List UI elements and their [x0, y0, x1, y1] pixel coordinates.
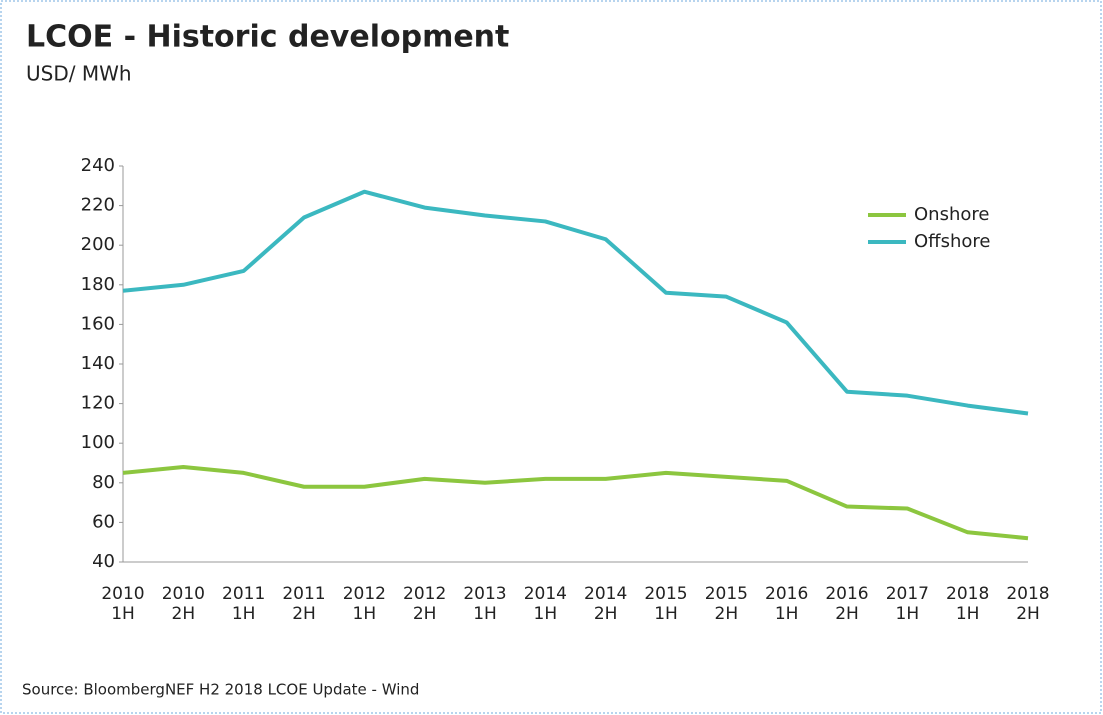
x-tick-label: 2011: [282, 584, 325, 604]
x-tick-label: 2H: [715, 604, 739, 624]
x-tick-label: 2012: [343, 584, 386, 604]
x-tick-label: 1H: [654, 604, 678, 624]
x-tick-label: 1H: [111, 604, 135, 624]
line-series: [122, 464, 1029, 541]
x-tick-label: 1H: [473, 604, 497, 624]
x-tick-label: 2018: [1006, 584, 1049, 604]
y-tick-label: 200: [81, 234, 115, 255]
x-tick-label: 2015: [705, 584, 748, 604]
y-tick-label: 100: [81, 432, 115, 453]
chart-title: LCOE - Historic development: [26, 20, 509, 55]
x-tick-label: 2014: [584, 584, 627, 604]
x-tick-label: 2013: [463, 584, 506, 604]
x-tick-label: 1H: [775, 604, 799, 624]
x-tick-label: 2H: [1016, 604, 1040, 624]
x-tick-label: 1H: [896, 604, 920, 624]
x-tick-label: 2012: [403, 584, 446, 604]
x-tick-label: 2H: [594, 604, 618, 624]
y-tick-label: 80: [92, 472, 115, 493]
line-series: [122, 189, 1029, 416]
x-tick-label: 2010: [101, 584, 144, 604]
x-tick-label: 2H: [292, 604, 316, 624]
y-tick-label: 180: [81, 274, 115, 295]
x-tick-label: 1H: [534, 604, 558, 624]
x-tick-label: 2011: [222, 584, 265, 604]
chart-subtitle: USD/ MWh: [26, 62, 132, 86]
y-tick-label: 220: [81, 195, 115, 216]
y-tick-label: 120: [81, 393, 115, 414]
x-tick-label: 1H: [232, 604, 256, 624]
x-tick-label: 2014: [524, 584, 567, 604]
y-tick-label: 40: [92, 551, 115, 572]
x-tick-label: 2010: [162, 584, 205, 604]
y-tick-label: 160: [81, 313, 115, 334]
x-tick-label: 2016: [825, 584, 868, 604]
y-tick-label: 240: [81, 155, 115, 176]
source-note: Source: BloombergNEF H2 2018 LCOE Update…: [22, 681, 419, 699]
x-tick-label: 2H: [413, 604, 437, 624]
x-tick-label: 2H: [172, 604, 196, 624]
legend-label: Onshore: [914, 204, 989, 225]
x-tick-label: 2017: [886, 584, 929, 604]
y-tick-label: 140: [81, 353, 115, 374]
x-tick-label: 2016: [765, 584, 808, 604]
y-tick-label: 60: [92, 511, 115, 532]
x-tick-label: 1H: [353, 604, 377, 624]
x-tick-label: 1H: [956, 604, 980, 624]
x-tick-label: 2H: [835, 604, 859, 624]
legend-label: Offshore: [914, 231, 990, 252]
x-tick-label: 2018: [946, 584, 989, 604]
x-tick-label: 2015: [644, 584, 687, 604]
